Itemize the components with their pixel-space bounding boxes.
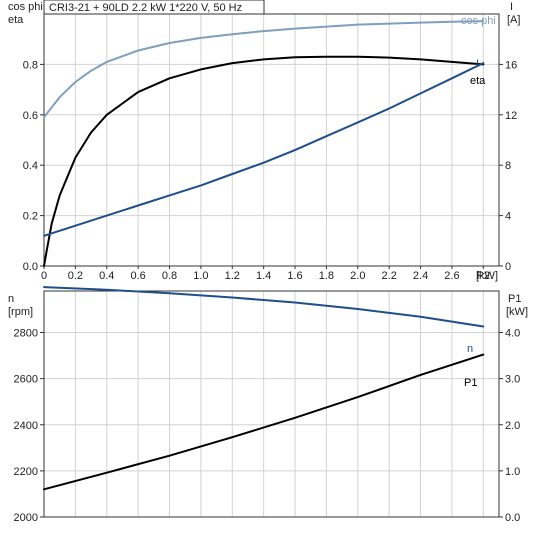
top-right-tick-label: 12 [505,110,517,122]
series-label-n: n [467,343,473,355]
bottom-right-tick-label: 1.0 [505,466,520,478]
top-right-tick-label: 4 [505,211,511,223]
series-line-p1 [43,353,485,491]
bottom-left-axis-label-line1: n [8,293,14,305]
top-right-tick-labels: 0 4 8 12 16 [499,59,517,273]
top-x-tick-label: 2.4 [413,270,428,282]
bottom-plot-frame [43,290,500,518]
top-x-tick-label: 1.2 [225,270,240,282]
bottom-right-tick-label: 0.0 [505,512,520,524]
bottom-right-tick-labels: 0.0 1.0 2.0 3.0 4.0 [499,328,520,524]
top-x-tick-label: 2.0 [350,270,365,282]
top-right-tick-label: 0 [505,261,511,273]
top-left-tick-label: 0.8 [23,59,38,71]
bottom-left-tick-label: 2200 [14,466,38,478]
top-right-axis-label-line2: [A] [507,14,520,26]
top-x-tick-label: 1.0 [193,270,208,282]
bottom-right-tick-label: 3.0 [505,374,520,386]
top-x-tick-label: 0 [41,270,47,282]
top-title-box [43,0,265,15]
top-x-tick-label: 1.6 [287,270,302,282]
series-label-cos-phi: cos phi [461,15,496,27]
top-left-axis-label-line2: eta [8,14,24,26]
bottom-right-tick-label: 2.0 [505,420,520,432]
top-x-unit-label: [kW] [476,270,498,282]
series-label-p1: P1 [464,377,477,389]
top-left-tick-label: 0.6 [23,110,38,122]
top-x-tick-labels: 0 0.2 0.4 0.6 0.8 1.0 1.2 1.4 1.6 1.8 2.0 2.2 2.4 2.6… [41,266,490,282]
top-left-tick-label: 0.2 [23,211,38,223]
top-gridlines [43,14,499,267]
series-line-i [43,62,485,237]
bottom-right-axis-label-line2: [kW] [506,306,528,318]
series-label-i: I [476,58,479,70]
top-plot-frame [43,13,500,267]
top-x-tick-label: 2.2 [382,270,397,282]
series-line-eta [43,55,485,267]
bottom-left-tick-label: 2400 [14,420,38,432]
top-x-tick-label: 0.6 [130,270,145,282]
top-left-tick-label: 0.0 [23,261,38,273]
bottom-left-tick-labels: 2000 2200 2400 2600 2800 [14,328,44,524]
top-x-tick-label: 0.2 [68,270,83,282]
top-x-tick-label: 2.6 [444,270,459,282]
bottom-left-tick-label: 2600 [14,374,38,386]
bottom-left-axis-label-line2: [rpm] [8,306,33,318]
top-right-axis-label-line1: I [510,1,513,13]
bottom-series-group [43,286,485,491]
top-x-tick-label: 0.8 [162,270,177,282]
top-series-group [43,20,485,267]
bottom-right-axis-label-line1: P1 [508,293,521,305]
series-line-n [43,286,485,328]
top-left-tick-label: 0.4 [23,160,38,172]
top-right-tick-label: 16 [505,59,517,71]
top-x-tick-label: 0.4 [99,270,114,282]
top-left-axis-label-line1: cos phi [8,1,43,13]
top-x-tick-label: P2 [477,270,490,282]
top-right-tick-label: 8 [505,160,511,172]
top-chart-title: CRI3-21 + 90LD 2.2 kW 1*220 V, 50 Hz [49,2,242,14]
series-line-cos-phi [43,20,485,119]
bottom-left-tick-label: 2800 [14,328,38,340]
top-x-tick-label: 1.8 [319,270,334,282]
bottom-right-tick-label: 4.0 [505,328,520,340]
series-label-eta: eta [470,75,486,87]
top-x-tick-label: 1.4 [256,270,271,282]
bottom-left-tick-label: 2000 [14,512,38,524]
top-left-tick-labels: 0.0 0.2 0.4 0.6 0.8 [23,59,44,273]
